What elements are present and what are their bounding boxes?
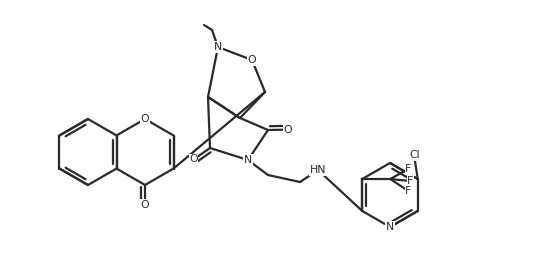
- Text: O: O: [190, 155, 198, 164]
- Text: O: O: [140, 200, 150, 210]
- Text: HN: HN: [310, 165, 326, 175]
- Text: N: N: [244, 155, 252, 165]
- Text: F: F: [407, 176, 413, 186]
- Text: O: O: [284, 125, 292, 135]
- Text: O: O: [248, 55, 256, 65]
- Text: Cl: Cl: [410, 150, 420, 160]
- Text: F: F: [405, 164, 411, 174]
- Text: N: N: [214, 42, 222, 52]
- Text: F: F: [405, 186, 411, 196]
- Text: O: O: [140, 114, 150, 124]
- Text: N: N: [386, 222, 394, 232]
